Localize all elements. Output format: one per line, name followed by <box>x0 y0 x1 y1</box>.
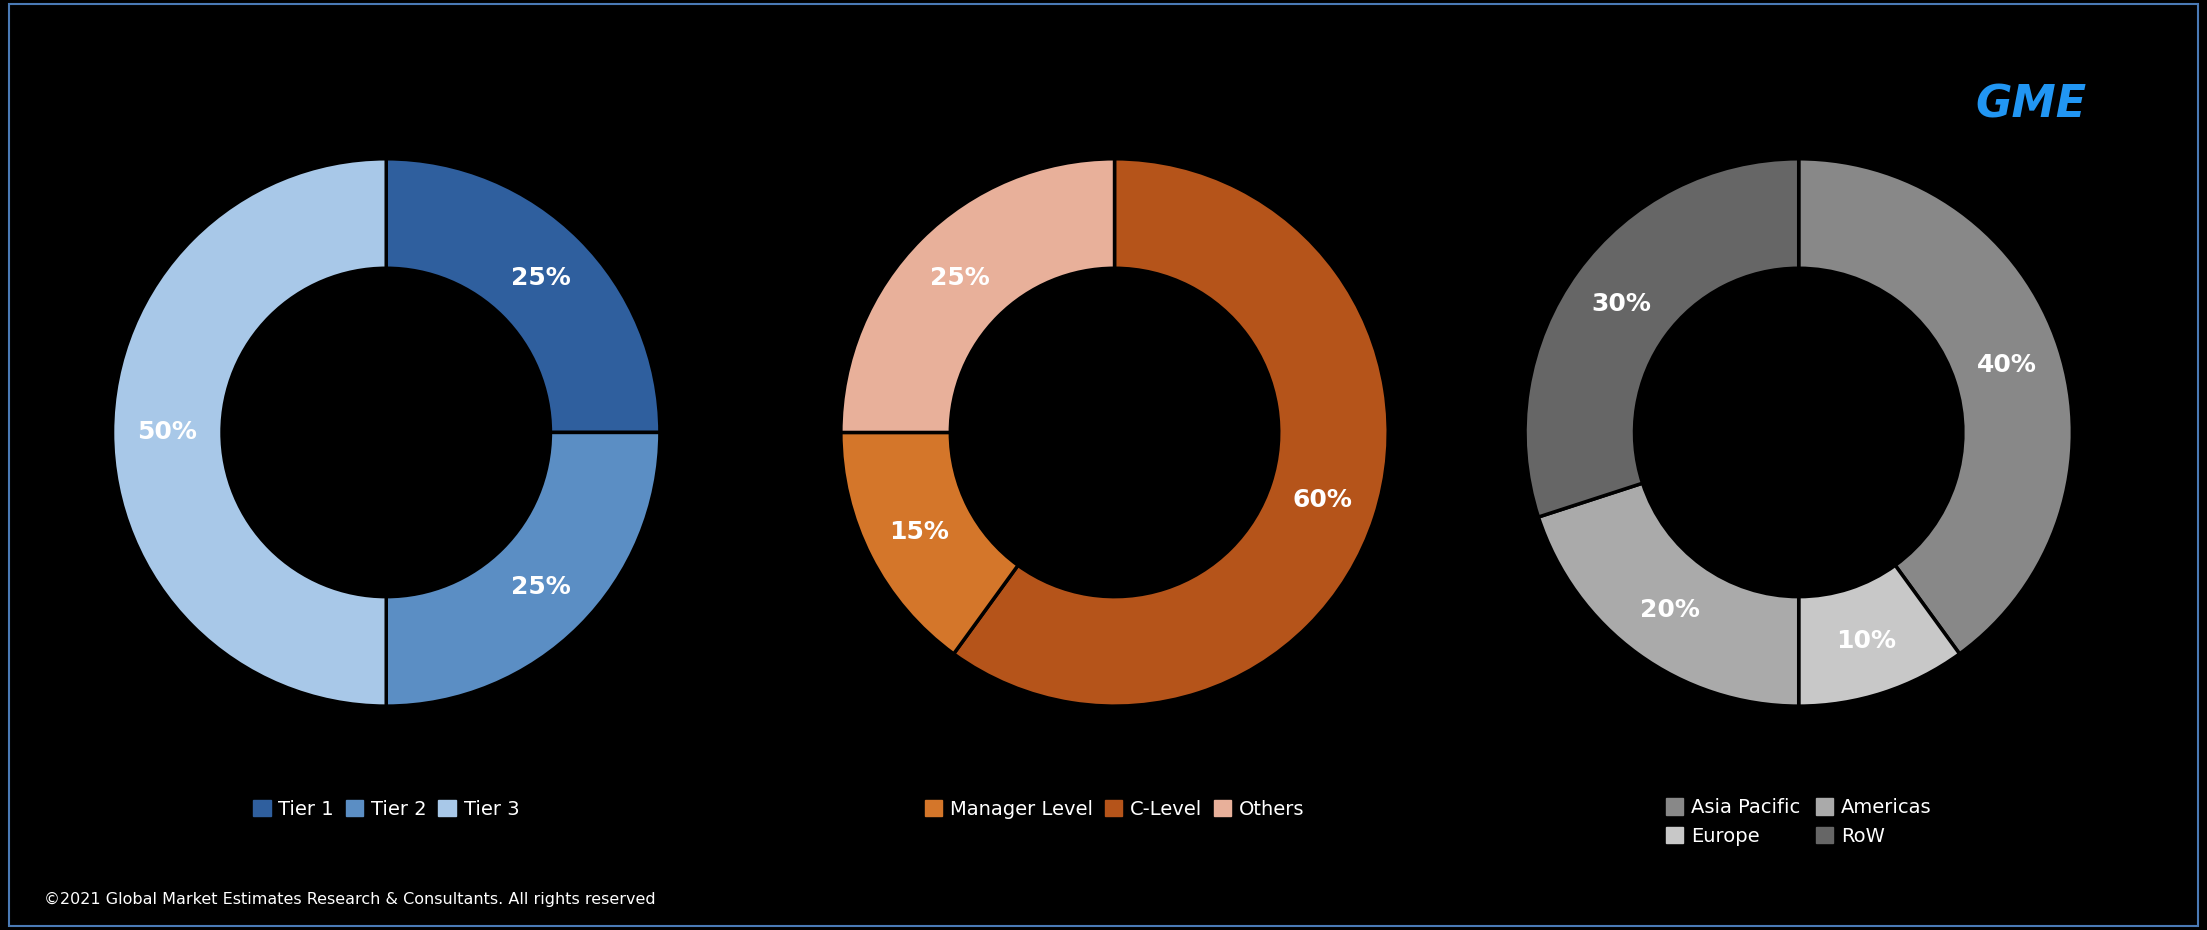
Wedge shape <box>1799 565 1960 706</box>
Wedge shape <box>1799 159 2072 654</box>
Text: 30%: 30% <box>1591 292 1651 316</box>
Text: 20%: 20% <box>1640 598 1699 621</box>
Wedge shape <box>953 159 1388 706</box>
Text: 50%: 50% <box>137 420 196 445</box>
Legend: Tier 1, Tier 2, Tier 3: Tier 1, Tier 2, Tier 3 <box>245 791 527 827</box>
Wedge shape <box>113 159 386 706</box>
Legend: Manager Level, C-Level, Others: Manager Level, C-Level, Others <box>916 791 1313 827</box>
Wedge shape <box>841 432 1017 654</box>
Text: 10%: 10% <box>1836 629 1896 653</box>
Wedge shape <box>386 432 660 706</box>
Text: 25%: 25% <box>512 576 572 599</box>
Text: ©2021 Global Market Estimates Research & Consultants. All rights reserved: ©2021 Global Market Estimates Research &… <box>44 892 655 907</box>
Text: 15%: 15% <box>889 520 949 544</box>
Wedge shape <box>1538 484 1799 706</box>
Text: 60%: 60% <box>1293 488 1353 512</box>
Text: 40%: 40% <box>1977 352 2037 377</box>
Text: 25%: 25% <box>512 266 572 289</box>
Wedge shape <box>386 159 660 432</box>
Text: GME: GME <box>1975 84 2086 126</box>
Wedge shape <box>1525 159 1799 517</box>
Wedge shape <box>841 159 1115 432</box>
Text: 25%: 25% <box>929 266 989 289</box>
Legend: Asia Pacific, Europe, Americas, RoW: Asia Pacific, Europe, Americas, RoW <box>1657 790 1940 854</box>
